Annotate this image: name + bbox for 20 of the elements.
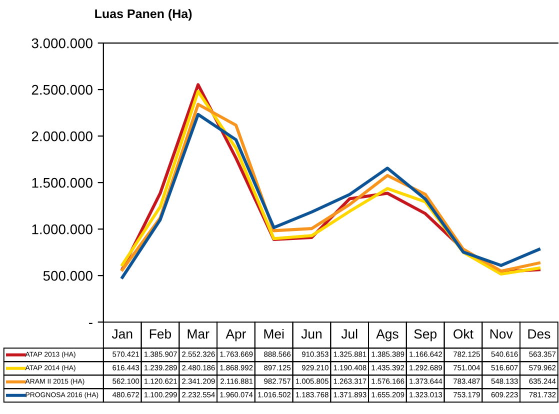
- y-tick-label: 3.000.000: [32, 38, 92, 48]
- x-tick-label: Ags: [376, 329, 398, 342]
- x-tick-label: Jun: [301, 329, 322, 339]
- x-tick-label: Mei: [264, 328, 284, 339]
- x-tick-label: Apr: [226, 329, 246, 342]
- x-tick-label: Mar: [188, 329, 210, 339]
- y-tick-label: 1.500.000: [32, 178, 92, 188]
- y-tick-label: 500.000: [43, 270, 92, 281]
- y-tick-label: 2.500.000: [32, 84, 92, 95]
- x-tick-label: Des: [528, 329, 550, 339]
- x-tick-label: Okt: [454, 328, 474, 339]
- x-tick-label: Jul: [341, 328, 358, 339]
- x-tick-label: Nov: [490, 329, 513, 339]
- y-tick-label: -: [88, 322, 92, 324]
- x-tick-label: Jan: [112, 329, 132, 339]
- y-tick-label: 2.000.000: [32, 131, 92, 142]
- chart-title: Luas Panen (Ha): [95, 8, 192, 21]
- y-tick-label: 1.000.000: [32, 224, 92, 234]
- x-tick-label: Feb: [150, 328, 172, 339]
- x-tick-label: Sep: [414, 329, 437, 342]
